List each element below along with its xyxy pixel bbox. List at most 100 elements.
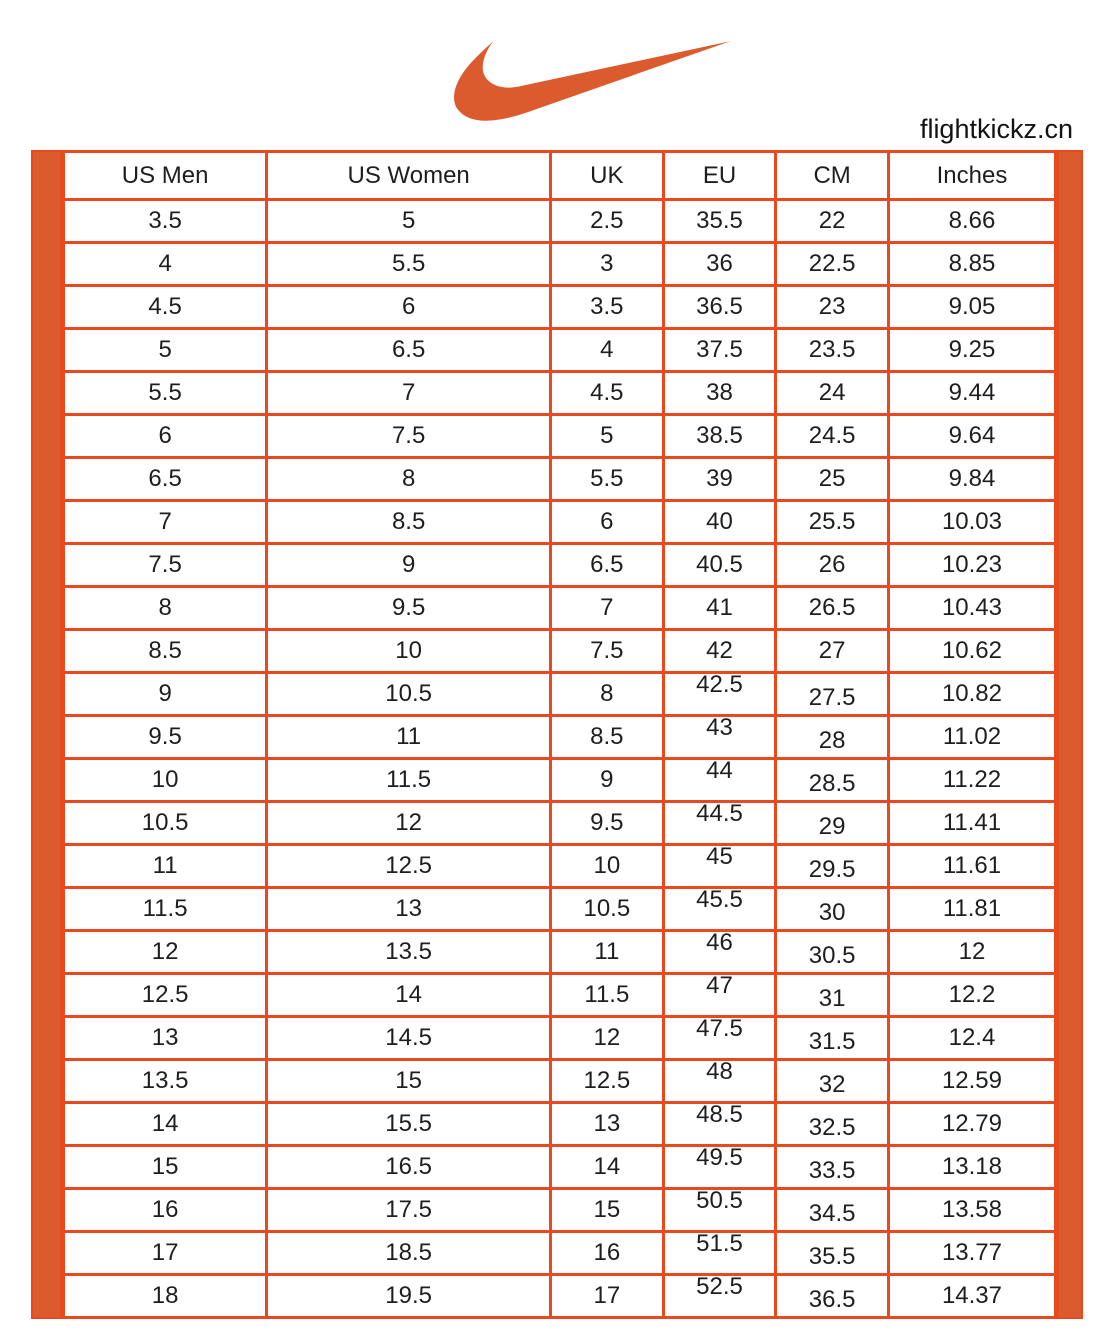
size-value: 40.5 bbox=[696, 551, 743, 578]
table-row: 10.5 12 9.5 44.5 29 11.41 bbox=[61, 800, 1058, 846]
size-cell: 13 bbox=[549, 1101, 665, 1147]
size-cell: 27 bbox=[774, 628, 890, 674]
size-cell: 47 bbox=[661, 972, 778, 1018]
size-cell: 23 bbox=[774, 284, 890, 330]
size-cell: 32 bbox=[774, 1058, 890, 1104]
size-cell: 9 bbox=[549, 757, 665, 803]
size-value: 48.5 bbox=[696, 1101, 743, 1128]
size-value: 10.5 bbox=[385, 680, 432, 707]
size-cell: 30 bbox=[774, 886, 890, 932]
size-value: 12 bbox=[395, 809, 422, 836]
size-value: 10.82 bbox=[941, 680, 1002, 707]
size-value: 6.5 bbox=[391, 336, 426, 363]
size-cell: 11.22 bbox=[886, 757, 1058, 803]
size-cell: 16 bbox=[61, 1187, 269, 1233]
size-cell: 33.5 bbox=[774, 1144, 890, 1190]
size-value: 32 bbox=[818, 1071, 846, 1098]
table-row: 9 10.5 8 42.5 27.5 10.82 bbox=[61, 671, 1058, 717]
table-row: 3.5 5 2.5 35.5 22 8.66 bbox=[61, 198, 1058, 244]
size-value: 37.5 bbox=[696, 336, 743, 363]
size-cell: 51.5 bbox=[661, 1230, 778, 1276]
size-value: 8 bbox=[600, 680, 614, 707]
size-cell: 25.5 bbox=[774, 499, 890, 545]
size-value: 51.5 bbox=[696, 1230, 743, 1257]
size-value: 10.5 bbox=[141, 809, 189, 836]
table-row: 4 5.5 3 36 22.5 8.85 bbox=[61, 241, 1058, 287]
header-row: US Men US Women UK EU CM Inches bbox=[61, 150, 1058, 201]
table-row: 6.5 8 5.5 39 25 9.84 bbox=[61, 456, 1058, 502]
size-cell: 9.5 bbox=[265, 585, 553, 631]
size-value: 9.5 bbox=[148, 723, 182, 750]
size-value: 27.5 bbox=[808, 684, 856, 711]
size-value: 13.58 bbox=[941, 1196, 1002, 1223]
size-cell: 4 bbox=[61, 241, 269, 287]
column-header-label: US Women bbox=[347, 161, 470, 189]
size-value: 44 bbox=[706, 757, 733, 784]
size-cell: 15 bbox=[61, 1144, 269, 1190]
size-cell: 16 bbox=[549, 1230, 665, 1276]
size-cell: 49.5 bbox=[661, 1144, 778, 1190]
size-value: 44.5 bbox=[696, 800, 743, 827]
size-value: 8 bbox=[158, 594, 172, 621]
size-cell: 11.41 bbox=[886, 800, 1058, 846]
size-cell: 10.23 bbox=[886, 542, 1058, 588]
size-value: 5 bbox=[158, 336, 172, 363]
size-cell: 3 bbox=[549, 241, 665, 287]
column-header-label: US Men bbox=[121, 161, 209, 189]
size-cell: 48.5 bbox=[661, 1101, 778, 1147]
size-cell: 35.5 bbox=[661, 198, 778, 244]
size-value: 8 bbox=[401, 465, 416, 492]
size-cell: 5 bbox=[61, 327, 269, 373]
size-cell: 38.5 bbox=[661, 413, 778, 459]
size-cell: 7 bbox=[61, 499, 269, 545]
size-cell: 15.5 bbox=[265, 1101, 553, 1147]
size-value: 13.77 bbox=[941, 1239, 1002, 1266]
size-cell: 9.5 bbox=[61, 714, 269, 760]
size-cell: 52.5 bbox=[661, 1273, 778, 1319]
size-value: 39 bbox=[706, 465, 733, 492]
size-value: 19.5 bbox=[385, 1282, 432, 1309]
size-value: 7 bbox=[158, 508, 172, 535]
table-row: 7 8.5 6 40 25.5 10.03 bbox=[61, 499, 1058, 545]
size-value: 13.5 bbox=[385, 938, 432, 965]
size-value: 4 bbox=[600, 336, 614, 363]
size-value: 12.59 bbox=[941, 1067, 1002, 1094]
size-value: 9.84 bbox=[948, 465, 996, 492]
size-value: 17.5 bbox=[385, 1196, 432, 1223]
size-cell: 7.5 bbox=[265, 413, 553, 459]
size-cell: 13.18 bbox=[886, 1144, 1058, 1190]
size-cell: 6.5 bbox=[61, 456, 269, 502]
size-value: 11.61 bbox=[942, 852, 1002, 879]
size-value: 5 bbox=[600, 422, 614, 449]
size-cell: 10.62 bbox=[886, 628, 1058, 674]
size-cell: 22 bbox=[774, 198, 890, 244]
size-value: 29 bbox=[818, 813, 846, 840]
size-cell: 12.59 bbox=[886, 1058, 1058, 1104]
size-cell: 10 bbox=[265, 628, 553, 674]
size-value: 12.5 bbox=[583, 1067, 631, 1094]
size-value: 10.43 bbox=[941, 594, 1002, 621]
size-cell: 29 bbox=[774, 800, 890, 846]
size-cell: 12.5 bbox=[61, 972, 269, 1018]
table-row: 6 7.5 5 38.5 24.5 9.64 bbox=[61, 413, 1058, 459]
size-value: 33.5 bbox=[808, 1157, 856, 1184]
size-cell: 28.5 bbox=[774, 757, 890, 803]
size-value: 22 bbox=[818, 207, 846, 234]
size-cell: 10.5 bbox=[549, 886, 665, 932]
size-value: 11.22 bbox=[942, 766, 1002, 793]
size-cell: 47.5 bbox=[661, 1015, 778, 1061]
size-value: 13 bbox=[151, 1024, 179, 1051]
size-cell: 12 bbox=[61, 929, 269, 975]
size-cell: 34.5 bbox=[774, 1187, 890, 1233]
size-cell: 5.5 bbox=[61, 370, 269, 416]
size-value: 49.5 bbox=[696, 1144, 743, 1171]
size-value: 11.41 bbox=[942, 809, 1002, 836]
size-cell: 27.5 bbox=[774, 671, 890, 717]
size-value: 27 bbox=[818, 637, 846, 664]
size-value: 11.5 bbox=[386, 766, 432, 793]
size-value: 31 bbox=[818, 985, 846, 1012]
size-value: 12.79 bbox=[941, 1110, 1002, 1137]
size-cell: 12 bbox=[549, 1015, 665, 1061]
size-cell: 32.5 bbox=[774, 1101, 890, 1147]
column-header: Inches bbox=[886, 150, 1058, 201]
